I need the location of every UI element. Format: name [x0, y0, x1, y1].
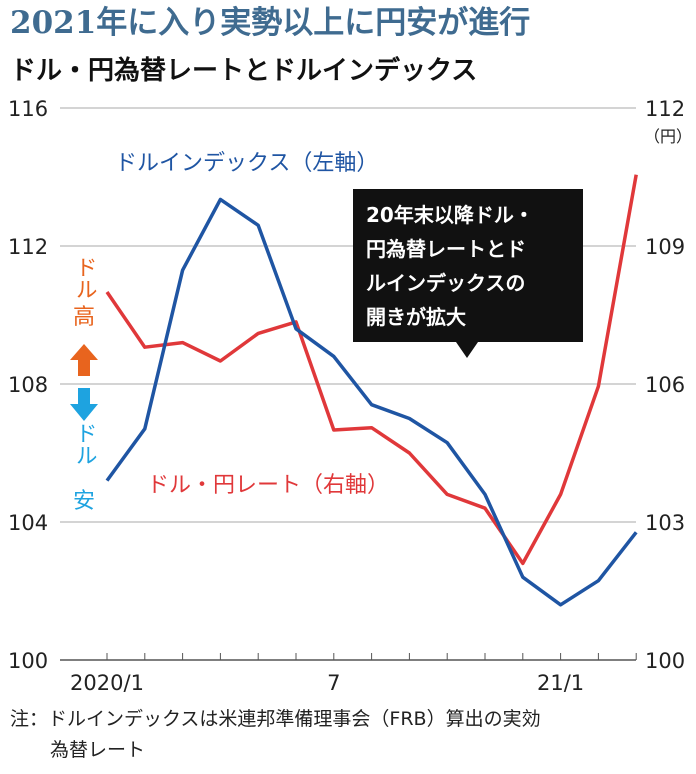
- annotation-line: ルインデックスの: [366, 271, 525, 295]
- left-tick-label: 104: [8, 511, 48, 535]
- right-tick-label: 106: [645, 373, 685, 397]
- dollar-weak-label-2: 安: [73, 489, 95, 514]
- left-tick-label: 108: [8, 373, 48, 397]
- left-axis-ticks: 100 104 108 112 116: [8, 97, 48, 673]
- series-label-dollar-index: ドルインデックス（左軸）: [115, 151, 378, 176]
- dollar-weak-label-1: ドル: [72, 422, 97, 466]
- series-label-usd-jpy: ドル・円レート（右軸）: [147, 473, 389, 498]
- dollar-index-line: [105, 197, 638, 607]
- dollar-strength-legend: ドル 高 ドル 安: [70, 256, 98, 514]
- x-tick-label: 7: [327, 671, 340, 695]
- annotation-box: [353, 189, 583, 358]
- arrow-up-icon: [70, 344, 98, 376]
- annotation-callout: 20年末以降ドル・ 円為替レートとド ルインデックスの 開きが拡大: [353, 189, 583, 358]
- right-tick-label: 112: [645, 97, 685, 121]
- right-tick-label: 103: [645, 511, 685, 535]
- dollar-strong-label-1: ドル: [72, 256, 97, 300]
- left-tick-label: 112: [8, 235, 48, 259]
- left-tick-label: 100: [8, 649, 48, 673]
- series-lines: [105, 174, 638, 607]
- footnote-line: 注：ドルインデックスは米連邦準備理事会（FRB）算出の実効: [10, 708, 541, 730]
- x-tick-label: 21/1: [537, 671, 584, 695]
- right-tick-label: 100: [645, 649, 685, 673]
- x-tick-label: 2020/1: [70, 671, 144, 695]
- annotation-line: 円為替レートとド: [366, 237, 526, 261]
- right-axis-ticks: 100 103 106 109 112: [645, 97, 685, 673]
- left-tick-label: 116: [8, 97, 48, 121]
- annotation-line: 開きが拡大: [366, 305, 466, 329]
- x-axis-ticks: 2020/1 7 21/1: [70, 653, 637, 695]
- arrow-down-icon: [70, 388, 98, 421]
- usd-jpy-line: [105, 174, 638, 566]
- dollar-strong-label-2: 高: [73, 305, 95, 330]
- footnote-line: 為替レート: [50, 739, 145, 761]
- annotation-line: 20年末以降ドル・: [366, 203, 534, 227]
- chart-subtitle: ドル・円為替レートとドルインデックス: [10, 55, 477, 86]
- right-tick-label: 109: [645, 235, 685, 259]
- right-axis-unit: （円）: [644, 127, 692, 146]
- chart-title: 2021年に入り実勢以上に円安が進行: [10, 5, 530, 41]
